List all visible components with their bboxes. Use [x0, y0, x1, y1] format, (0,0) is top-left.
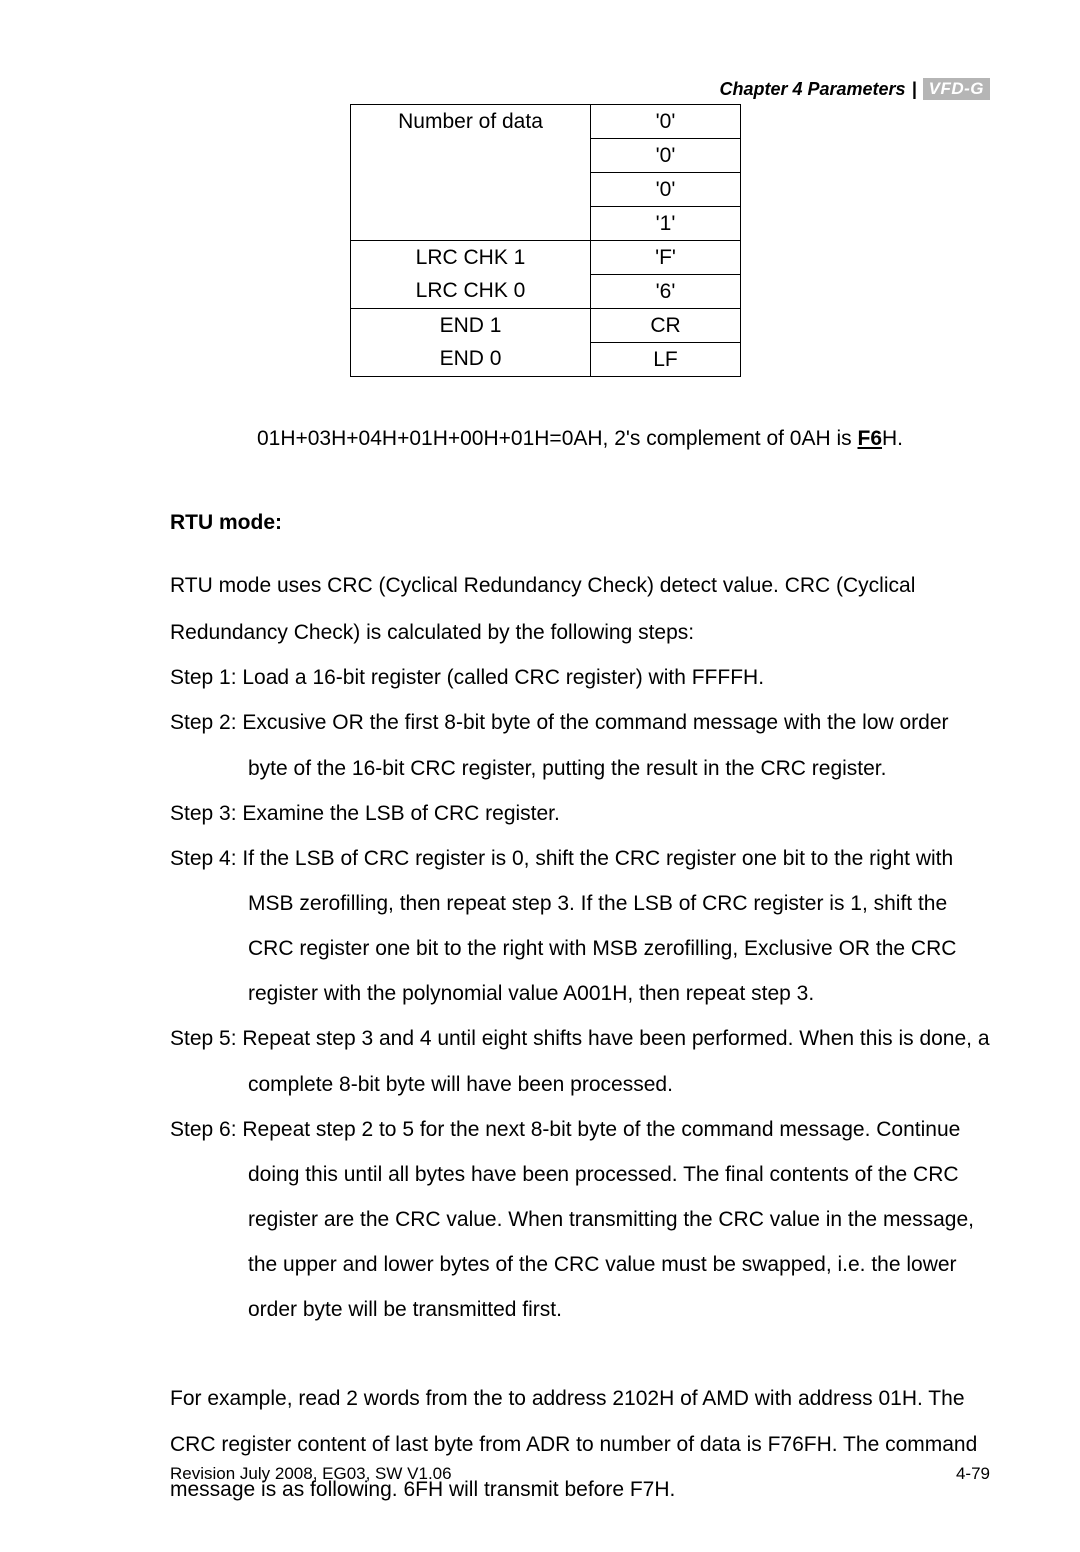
intro-line-1: RTU mode uses CRC (Cyclical Redundancy C… [170, 563, 990, 608]
page-footer: Revision July 2008, EG03, SW V1.06 4-79 [170, 1464, 990, 1484]
step-2: Step 2: Excusive OR the first 8-bit byte… [170, 700, 990, 790]
table-row: '1' [351, 207, 741, 241]
step-1: Step 1: Load a 16-bit register (called C… [170, 655, 990, 700]
step-5: Step 5: Repeat step 3 and 4 until eight … [170, 1016, 990, 1106]
table-row: Number of data'0' [351, 105, 741, 139]
row-label-cell: LRC CHK 0 [351, 275, 591, 309]
footer-page-number: 4-79 [956, 1464, 990, 1484]
row-value-cell: '0' [591, 139, 741, 173]
frame-table: Number of data'0''0''0''1'LRC CHK 1'F'LR… [350, 104, 741, 377]
row-label-cell [351, 207, 591, 241]
step-3: Step 3: Examine the LSB of CRC register. [170, 791, 990, 836]
row-value-cell: '0' [591, 105, 741, 139]
calculation-line: 01H+03H+04H+01H+00H+01H=0AH, 2's complem… [170, 427, 990, 451]
calc-bold: F6 [858, 427, 883, 450]
intro-line-2: Redundancy Check) is calculated by the f… [170, 610, 990, 655]
table-row: END 0LF [351, 343, 741, 377]
footer-revision: Revision July 2008, EG03, SW V1.06 [170, 1464, 452, 1484]
step-4: Step 4: If the LSB of CRC register is 0,… [170, 836, 990, 1017]
row-value-cell: LF [591, 343, 741, 377]
step-6: Step 6: Repeat step 2 to 5 for the next … [170, 1107, 990, 1333]
row-label-cell: END 1 [351, 309, 591, 343]
product-badge: VFD-G [923, 78, 990, 100]
row-value-cell: 'F' [591, 241, 741, 275]
chapter-label: Chapter 4 Parameters [719, 79, 905, 100]
row-label-cell [351, 173, 591, 207]
table-row: LRC CHK 0'6' [351, 275, 741, 309]
table-row: LRC CHK 1'F' [351, 241, 741, 275]
row-label-cell: LRC CHK 1 [351, 241, 591, 275]
calc-suffix: H. [882, 427, 903, 450]
row-label-cell: Number of data [351, 105, 591, 139]
page-header: Chapter 4 Parameters | VFD-G [170, 78, 990, 100]
row-value-cell: '1' [591, 207, 741, 241]
row-value-cell: '6' [591, 275, 741, 309]
calc-prefix: 01H+03H+04H+01H+00H+01H=0AH, 2's complem… [257, 427, 858, 450]
example-paragraph: For example, read 2 words from the to ad… [170, 1376, 990, 1511]
table-row: END 1CR [351, 309, 741, 343]
row-label-cell: END 0 [351, 343, 591, 377]
header-separator: | [912, 79, 917, 100]
table-row: '0' [351, 173, 741, 207]
row-label-cell [351, 139, 591, 173]
section-title: RTU mode: [170, 511, 990, 535]
row-value-cell: '0' [591, 173, 741, 207]
table-row: '0' [351, 139, 741, 173]
row-value-cell: CR [591, 309, 741, 343]
